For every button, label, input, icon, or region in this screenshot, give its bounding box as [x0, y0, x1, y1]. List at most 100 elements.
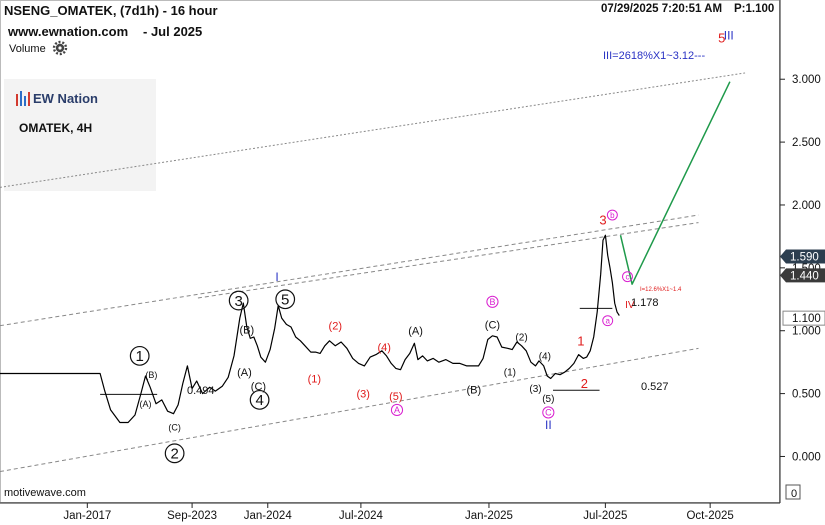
x-tick-label-Jan-2017: Jan-2017 [63, 510, 111, 522]
wave-label-36: 5 [718, 30, 725, 45]
wave-label-32: b [610, 211, 615, 220]
wave-label-33: a [605, 316, 610, 325]
wave-circle-0 [129, 345, 150, 366]
wave-label-9: (A) [237, 367, 252, 379]
projection-text: III=2618%X1~3.12--- [603, 50, 705, 62]
wave-label-0: 1 [136, 348, 144, 365]
wave-label-5: (B) [145, 370, 157, 380]
wave-label-10: (C) [251, 381, 266, 393]
wave-label-20: (C) [485, 319, 500, 331]
gear-icon[interactable] [52, 40, 68, 56]
projection-path [619, 81, 731, 285]
small-target-label: I=12.6%X1~1.4 [640, 287, 682, 293]
symbol-title: NSENG_OMATEK, (7d1h) - 16 hour [4, 3, 218, 18]
wave-label-31: 3 [599, 213, 606, 228]
y-tick-label-1.000: 1.000 [792, 326, 821, 338]
wave-label-28: II [545, 418, 552, 432]
wave-label-22: (2) [515, 333, 527, 344]
wave-label-6: (A) [140, 399, 152, 409]
wave-label-35: IV [625, 300, 635, 311]
y-tick-label-3.000: 3.000 [792, 74, 821, 86]
price-badge-text-1.590: 1.590 [790, 252, 819, 264]
y-tick-label-2.500: 2.500 [792, 137, 821, 149]
wave-label-13: (1) [308, 373, 321, 385]
wave-circle-27 [542, 406, 555, 419]
wave-label-7: (C) [168, 423, 181, 433]
bottom-axis-zero: 0 [791, 488, 797, 500]
wave-circle-21 [486, 295, 499, 308]
wave-circle-32 [606, 209, 618, 221]
x-tick-label-Oct-2025: Oct-2025 [686, 510, 733, 522]
price-badge-text-1.100: 1.100 [792, 313, 821, 325]
wave-label-37: III [724, 28, 734, 42]
price-series [0, 81, 731, 424]
site-date: - Jul 2025 [143, 24, 202, 39]
channel-line-4 [0, 72, 746, 188]
wave-circle-33 [602, 315, 614, 327]
wave-label-19: (B) [466, 385, 481, 397]
wave-label-30: 2 [581, 376, 588, 391]
price-badge-text-1.440: 1.440 [790, 270, 819, 282]
channel-line-1 [0, 347, 699, 473]
horizontal-levels [100, 307, 613, 395]
site-url: www.ewnation.com [7, 24, 128, 39]
level-0527-label: 0.527 [641, 381, 669, 393]
wave-label-16: (5) [389, 391, 402, 403]
wave-label-23: (1) [504, 368, 516, 379]
wave-label-25: (3) [529, 384, 541, 395]
time-axis[interactable]: Jan-2017 Sep-2023 Jan-2024 Jul-2024 Jan-2025… [63, 503, 734, 522]
price-badges: 1.590 1.440 1.100 [780, 249, 825, 326]
wave-label-34: c [625, 272, 629, 281]
x-tick-label-Jul-2024: Jul-2024 [339, 510, 384, 522]
y-tick-label-0.500: 0.500 [792, 389, 821, 401]
wave-label-3: 4 [255, 392, 263, 409]
wave-label-18: (A) [408, 326, 423, 338]
x-tick-label-Sep-2023: Sep-2023 [167, 510, 217, 522]
wave-label-21: B [489, 297, 495, 307]
price-badge-1.590 [780, 249, 825, 264]
channel-line-3 [197, 222, 699, 299]
channel-line-2 [0, 214, 699, 327]
timestamp: 07/29/2025 7:20:51 AM [601, 3, 722, 15]
y-tick-label-0.000: 0.000 [792, 451, 821, 463]
x-tick-label-Jan-2025: Jan-2025 [465, 510, 513, 522]
wave-label-12: (2) [329, 321, 342, 333]
wave-circle-17 [390, 403, 404, 417]
price-badge-1.440 [780, 268, 825, 283]
wave-label-27: C [545, 408, 552, 418]
wave-label-29: 1 [577, 333, 584, 348]
volume-label: Volume [9, 43, 46, 55]
logo-text: EW Nation [33, 91, 98, 106]
channel-lines [0, 72, 746, 473]
price-line [0, 234, 620, 424]
wave-circle-2 [228, 290, 249, 311]
price-badge-1.100 [782, 310, 825, 326]
level-0494-label: 0.494 [187, 385, 215, 397]
bars-icon [16, 91, 30, 106]
wave-label-24: (4) [539, 351, 551, 362]
level-1178-label: 1.178 [631, 297, 659, 309]
wave-circle-4 [275, 289, 296, 310]
wave-label-15: (3) [356, 388, 369, 400]
wave-label-11: I [275, 270, 278, 284]
plot-frame [0, 0, 780, 503]
y-tick-label-2.000: 2.000 [792, 200, 821, 212]
wave-label-8: (B) [239, 324, 254, 336]
x-tick-label-Jul-2025: Jul-2025 [583, 510, 627, 522]
x-tick-label-Jan-2024: Jan-2024 [244, 510, 293, 522]
wave-label-2: 3 [234, 293, 242, 310]
bottom-axis-zero-box [785, 484, 801, 500]
wave-circle-3 [249, 389, 270, 410]
wave-label-1: 2 [170, 446, 178, 463]
wave-circle-1 [164, 443, 185, 464]
chart-name: OMATEK, 4H [19, 121, 92, 135]
wave-label-26: (5) [542, 394, 554, 405]
wave-circle-34 [622, 271, 633, 283]
wave-label-17: A [394, 405, 400, 415]
price-stat: P:1.100 [734, 3, 774, 15]
wave-label-4: 5 [281, 292, 289, 309]
wave-label-14: (4) [377, 342, 390, 354]
